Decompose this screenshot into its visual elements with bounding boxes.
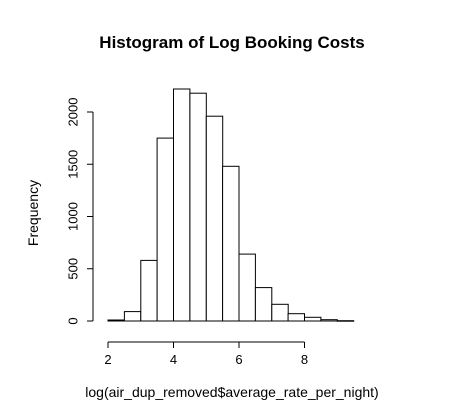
histogram-bar-14 — [336, 320, 355, 322]
y-axis-label: Frequency — [25, 180, 41, 246]
x-tick-label-6: 6 — [235, 352, 242, 367]
chart-title: Histogram of Log Booking Costs — [99, 33, 364, 52]
histogram-bar-3 — [156, 137, 175, 322]
histogram-bar-9 — [254, 287, 273, 322]
y-tick-label-2000: 2000 — [66, 98, 81, 127]
histogram-bar-10 — [271, 303, 289, 322]
histogram-bar-4 — [173, 88, 191, 322]
histogram-bar-11 — [287, 313, 306, 322]
y-tick-label-1000: 1000 — [66, 202, 81, 231]
histogram-bars — [107, 88, 355, 322]
x-tick-label-2: 2 — [104, 352, 111, 367]
x-tick-label-4: 4 — [170, 352, 177, 367]
histogram-bar-0 — [107, 319, 125, 322]
y-tick-label-1500: 1500 — [66, 150, 81, 179]
histogram-bar-5 — [189, 92, 207, 322]
y-axis: 0 500 1000 1500 2000 — [66, 98, 94, 325]
histogram-bar-7 — [222, 165, 240, 322]
histogram-bar-1 — [123, 311, 142, 322]
x-tick-label-8: 8 — [301, 352, 308, 367]
histogram-bar-8 — [238, 253, 256, 322]
histogram-bar-13 — [320, 319, 338, 322]
y-tick-label-0: 0 — [66, 317, 81, 324]
x-axis-label: log(air_dup_removed$average_rate_per_nig… — [85, 384, 378, 400]
histogram-bar-12 — [304, 316, 322, 322]
x-axis: 2 4 6 8 — [104, 341, 308, 367]
histogram-bar-6 — [205, 115, 224, 322]
histogram-bar-2 — [140, 259, 158, 322]
y-tick-label-500: 500 — [66, 258, 81, 280]
